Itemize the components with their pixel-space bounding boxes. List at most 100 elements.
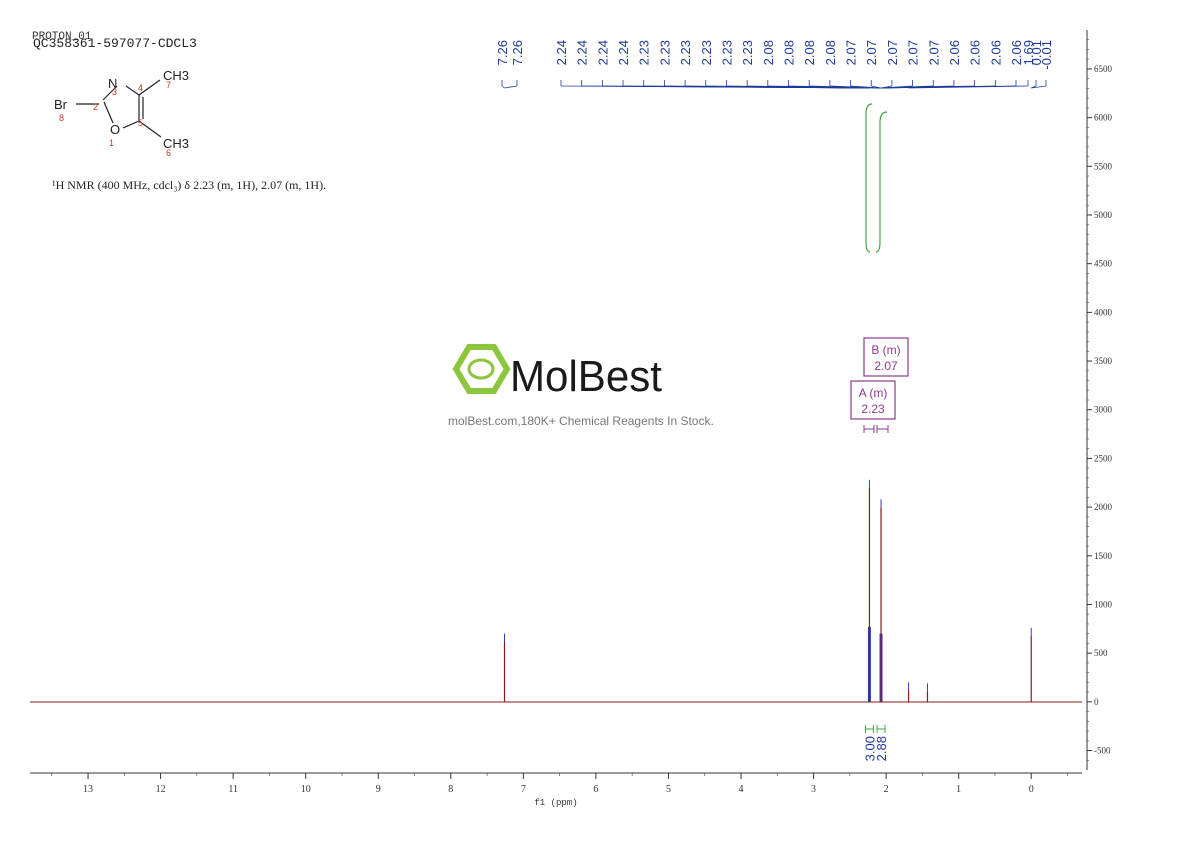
atom-br: Br: [54, 97, 68, 112]
atom-ch3-bottom: CH3: [163, 136, 189, 151]
peak-label: 2.23: [740, 40, 755, 65]
peak-label: 2.08: [802, 40, 817, 65]
atom-number: 4: [138, 83, 143, 93]
atom-o: O: [110, 122, 120, 137]
y-tick-label: 6000: [1094, 113, 1113, 123]
brand-name: MolBest: [510, 352, 662, 401]
peak-label: 2.07: [844, 40, 859, 65]
x-tick-label: 5: [666, 784, 671, 795]
peak-label: 7.26: [495, 40, 510, 65]
peak-label: 2.23: [637, 40, 652, 65]
atom-ch3-top: CH3: [163, 68, 189, 83]
atom-numbers: 1 2 3 4 5 6 7 8: [59, 80, 171, 158]
y-tick-label: 2000: [1094, 502, 1113, 512]
experiment-name: PROTON_01: [32, 31, 92, 43]
peak-label: 2.24: [595, 40, 610, 65]
peak-label: 1.69: [1021, 40, 1036, 65]
peak-label: 2.08: [823, 40, 838, 65]
x-tick-label: 13: [83, 784, 93, 795]
peak-label: 2.07: [864, 40, 879, 65]
peak-label: -0.01: [1039, 40, 1054, 70]
x-tick-label: 1: [956, 784, 961, 795]
brand-tagline: molBest.com,180K+ Chemical Reagents In S…: [448, 414, 714, 428]
peak-labels: 7.26 7.26 2.24 2.24 2.24 2.24 2.23 2.23 2.23 2.23…: [495, 40, 1054, 89]
multiplet-shift: 2.23: [861, 402, 885, 416]
peak-label: 2.23: [719, 40, 734, 65]
multiplet-box-b: B (m) 2.07: [863, 337, 909, 377]
peak-label: 2.23: [657, 40, 672, 65]
peak-label: 2.06: [1009, 40, 1024, 65]
y-tick-label: 3000: [1094, 405, 1113, 415]
atom-number: 6: [166, 148, 171, 158]
atom-n: N: [108, 76, 117, 91]
atom-number: 3: [112, 87, 117, 97]
peak-label: 2.06: [988, 40, 1003, 65]
label-connector: [908, 85, 1029, 89]
y-tick-label: 1000: [1094, 599, 1113, 609]
y-tick-label: 3500: [1094, 356, 1113, 366]
integral-values: 3.002.88: [862, 725, 889, 761]
atom-number: 2: [93, 102, 98, 112]
nmr-summary: ¹H NMR (400 MHz, cdcl₃) δ 2.23 (m, 1H), …: [52, 178, 326, 192]
peak-label: 2.24: [554, 40, 569, 65]
molecule-structure: [76, 79, 162, 138]
integral-value: 3.00: [862, 736, 877, 761]
peak-label: 2.06: [947, 40, 962, 65]
y-tick-label: 0: [1094, 697, 1099, 707]
y-tick-label: 4500: [1094, 259, 1113, 269]
spectrum-peaks: [503, 479, 1032, 702]
multiplet-box-a: A (m) 2.23: [850, 380, 896, 420]
x-tick-label: 12: [156, 784, 166, 795]
benzene-logo-icon: [452, 344, 511, 394]
y-tick-label: 500: [1094, 648, 1108, 658]
peak-label: 2.23: [699, 40, 714, 65]
x-tick-label: 4: [739, 784, 744, 795]
multiplet-name: B (m): [871, 343, 900, 357]
x-axis-label: f1 (ppm): [534, 798, 577, 808]
x-tick-label: 9: [376, 784, 381, 795]
peak-label: 2.08: [761, 40, 776, 65]
peak-label: 2.07: [885, 40, 900, 65]
integral-value: 2.88: [874, 736, 889, 761]
label-connector: [871, 85, 882, 89]
y-tick-label: 2500: [1094, 453, 1113, 463]
molbest-logo: MolBest: [452, 344, 662, 401]
peak-label: 2.24: [575, 40, 590, 65]
y-tick-label: 1500: [1094, 551, 1113, 561]
y-tick-label: 6500: [1094, 64, 1113, 74]
peak-label: 7.26: [510, 40, 525, 65]
atom-number: 5: [138, 118, 143, 128]
x-tick-label: 8: [448, 784, 453, 795]
x-axis: 13 12 11 10 9 8 7 6 5 4 3 2 1 0: [30, 772, 1082, 795]
peak-label: 2.07: [926, 40, 941, 65]
x-tick-label: 7: [521, 784, 526, 795]
y-axis: -500 0 500 1000 1500 2000 2500 3000 3500 4000 4500…: [1086, 30, 1113, 770]
integral-curves: [865, 103, 888, 253]
label-connector: [850, 85, 882, 89]
y-tick-label: 5000: [1094, 210, 1113, 220]
x-tick-label: 0: [1029, 784, 1034, 795]
y-tick-label: -500: [1094, 746, 1111, 756]
y-tick-label: 5500: [1094, 161, 1113, 171]
atom-number: 1: [109, 138, 114, 148]
peak-label: 2.07: [906, 40, 921, 65]
x-tick-label: 10: [301, 784, 311, 795]
multiplet-name: A (m): [859, 386, 888, 400]
label-connector: [504, 85, 518, 89]
atom-number: 7: [166, 80, 171, 90]
peak-label: 2.08: [782, 40, 797, 65]
peak-label: 2.06: [968, 40, 983, 65]
label-connector: [1031, 85, 1047, 89]
peak-label: 2.24: [616, 40, 631, 65]
atom-number: 8: [59, 113, 64, 123]
sample-id: QC358361-597077-CDCL3: [33, 36, 197, 51]
benzene-ring-inner: [467, 358, 495, 380]
x-tick-label: 2: [884, 784, 889, 795]
y-tick-label: 4000: [1094, 307, 1113, 317]
peak-label: 2.23: [678, 40, 693, 65]
label-connector: [501, 85, 505, 89]
multiplet-shift: 2.07: [874, 359, 898, 373]
x-tick-label: 6: [593, 784, 598, 795]
